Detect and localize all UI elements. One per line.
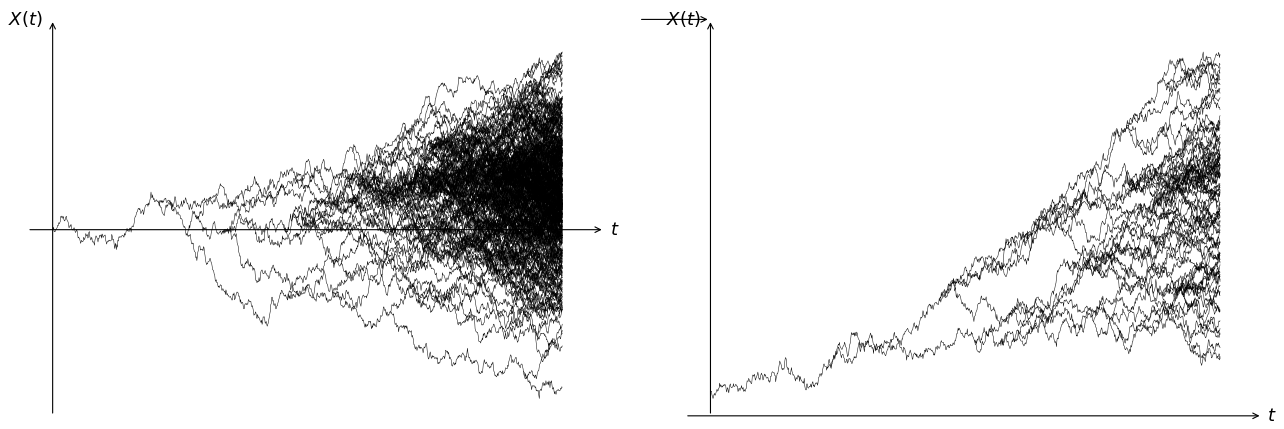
Text: $X(t)$: $X(t)$ xyxy=(665,9,700,30)
Text: $X(t)$: $X(t)$ xyxy=(8,9,42,30)
Text: $t$: $t$ xyxy=(1267,407,1278,425)
Text: $t$: $t$ xyxy=(610,221,619,239)
